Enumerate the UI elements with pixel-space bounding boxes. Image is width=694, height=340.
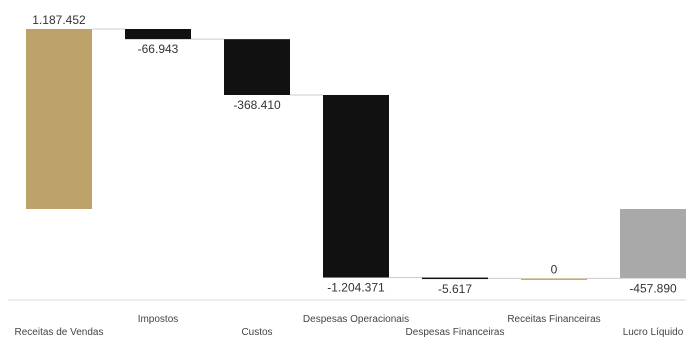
value-label: -368.410 [233, 98, 281, 112]
category-label: Despesas Operacionais [303, 314, 409, 325]
value-label: -457.890 [629, 281, 677, 295]
category-label: Lucro Líquido [623, 327, 684, 338]
category-label: Despesas Financeiras [406, 327, 505, 338]
category-label: Impostos [138, 314, 179, 325]
bar-lucro-líquido[interactable] [620, 209, 686, 279]
category-label: Receitas Financeiras [507, 314, 600, 325]
value-label: 0 [551, 262, 558, 276]
value-label: 1.187.452 [32, 13, 86, 27]
bar-receitas-de-vendas[interactable] [26, 29, 92, 209]
value-label: -5.617 [438, 282, 472, 296]
bar-custos[interactable] [224, 39, 290, 95]
bar-despesas-financeiras[interactable] [422, 277, 488, 280]
category-label: Receitas de Vendas [15, 327, 104, 338]
bar-receitas-financeiras[interactable] [521, 278, 587, 280]
bar-despesas-operacionais[interactable] [323, 94, 389, 278]
category-label: Custos [241, 327, 272, 338]
value-label: -1.204.371 [327, 281, 385, 295]
bar-impostos[interactable] [125, 29, 191, 40]
value-label: -66.943 [138, 42, 179, 56]
